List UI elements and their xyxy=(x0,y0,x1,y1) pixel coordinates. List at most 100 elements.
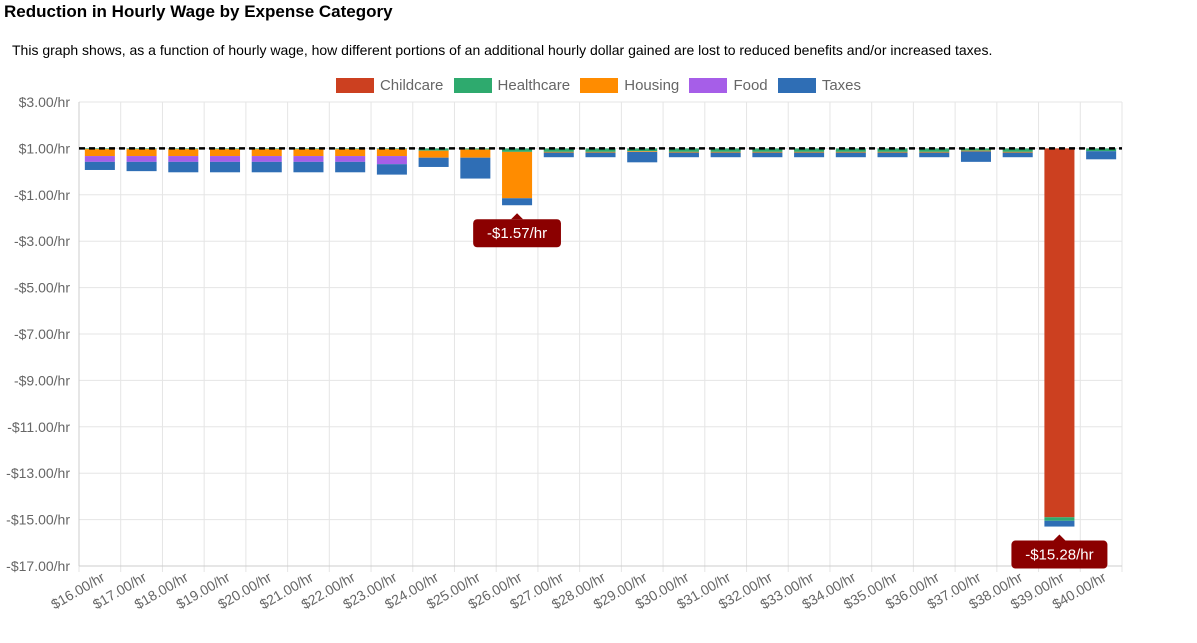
y-tick-label: -$13.00/hr xyxy=(6,465,70,481)
bar-housing[interactable] xyxy=(335,149,366,157)
bar-housing[interactable] xyxy=(585,151,616,153)
y-tick-label: $3.00/hr xyxy=(19,94,71,110)
bar-food[interactable] xyxy=(293,156,324,162)
y-tick-label: -$7.00/hr xyxy=(14,326,70,342)
bar-housing[interactable] xyxy=(376,149,407,157)
bar-taxes[interactable] xyxy=(752,152,783,158)
y-tick-label: $1.00/hr xyxy=(19,140,71,156)
bar-healthcare[interactable] xyxy=(1086,148,1117,152)
bar-housing[interactable] xyxy=(1002,151,1033,153)
bar-food[interactable] xyxy=(376,156,407,165)
bar-taxes[interactable] xyxy=(168,161,199,173)
bar-taxes[interactable] xyxy=(335,161,366,173)
bar-taxes[interactable] xyxy=(293,161,324,173)
bar-healthcare[interactable] xyxy=(251,148,282,150)
bar-housing[interactable] xyxy=(502,151,533,199)
legend-label: Taxes xyxy=(821,76,862,94)
bar-housing[interactable] xyxy=(710,151,741,153)
bar-housing[interactable] xyxy=(877,151,908,153)
bar-taxes[interactable] xyxy=(543,152,574,158)
bar-childcare[interactable] xyxy=(1044,148,1075,518)
bar-taxes[interactable] xyxy=(794,152,825,158)
bar-housing[interactable] xyxy=(126,149,157,157)
bar-housing[interactable] xyxy=(835,151,866,153)
bar-housing[interactable] xyxy=(251,149,282,157)
callout-box xyxy=(1011,540,1108,569)
bar-taxes[interactable] xyxy=(710,152,741,158)
bar-healthcare[interactable] xyxy=(460,148,491,150)
legend-label: Housing xyxy=(624,76,680,94)
bar-taxes[interactable] xyxy=(84,161,115,170)
bar-food[interactable] xyxy=(335,156,366,162)
bar-food[interactable] xyxy=(168,156,199,162)
bar-healthcare[interactable] xyxy=(502,148,533,152)
legend-label: Food xyxy=(733,76,768,94)
bar-taxes[interactable] xyxy=(877,152,908,158)
legend-item-healthcare[interactable]: Healthcare xyxy=(453,76,571,94)
bar-housing[interactable] xyxy=(293,149,324,157)
bar-taxes[interactable] xyxy=(919,152,950,158)
bar-housing[interactable] xyxy=(752,151,783,153)
legend-item-childcare[interactable]: Childcare xyxy=(335,76,444,94)
bar-healthcare[interactable] xyxy=(710,148,741,152)
bar-taxes[interactable] xyxy=(418,157,449,167)
bar-housing[interactable] xyxy=(84,149,115,157)
bar-taxes[interactable] xyxy=(1044,520,1075,527)
bar-healthcare[interactable] xyxy=(1002,148,1033,152)
bar-taxes[interactable] xyxy=(502,198,533,206)
bar-healthcare[interactable] xyxy=(543,148,574,152)
bar-healthcare[interactable] xyxy=(835,148,866,152)
chart-subtitle: This graph shows, as a function of hourl… xyxy=(12,42,993,58)
bar-healthcare[interactable] xyxy=(585,148,616,152)
y-tick-label: -$17.00/hr xyxy=(6,558,70,574)
bar-healthcare[interactable] xyxy=(960,148,991,151)
bar-taxes[interactable] xyxy=(960,151,991,162)
bar-food[interactable] xyxy=(251,156,282,162)
bar-food[interactable] xyxy=(84,156,115,162)
bar-housing[interactable] xyxy=(418,150,449,158)
bar-taxes[interactable] xyxy=(668,152,699,158)
bar-housing[interactable] xyxy=(210,149,241,157)
bar-healthcare[interactable] xyxy=(210,148,241,150)
bar-taxes[interactable] xyxy=(251,161,282,173)
bar-taxes[interactable] xyxy=(627,151,658,163)
bar-healthcare[interactable] xyxy=(752,148,783,152)
legend-item-food[interactable]: Food xyxy=(689,76,768,94)
bar-housing[interactable] xyxy=(919,151,950,153)
bar-housing[interactable] xyxy=(794,151,825,153)
legend-label: Healthcare xyxy=(497,76,571,94)
bar-taxes[interactable] xyxy=(126,161,157,172)
bar-food[interactable] xyxy=(126,156,157,162)
bar-taxes[interactable] xyxy=(835,152,866,158)
bar-housing[interactable] xyxy=(668,151,699,153)
bar-healthcare[interactable] xyxy=(1044,517,1075,521)
bar-taxes[interactable] xyxy=(585,152,616,158)
legend-label: Childcare xyxy=(379,76,444,94)
y-tick-label: -$3.00/hr xyxy=(14,233,70,249)
bar-taxes[interactable] xyxy=(1086,151,1117,160)
bar-healthcare[interactable] xyxy=(919,148,950,152)
bar-healthcare[interactable] xyxy=(794,148,825,152)
callout-pointer xyxy=(511,213,524,220)
bar-housing[interactable] xyxy=(960,150,991,152)
legend-item-taxes[interactable]: Taxes xyxy=(777,76,862,94)
bar-healthcare[interactable] xyxy=(627,148,658,152)
chart-title: Reduction in Hourly Wage by Expense Cate… xyxy=(4,2,393,21)
bar-housing[interactable] xyxy=(543,151,574,153)
bar-taxes[interactable] xyxy=(1002,152,1033,158)
legend-swatch xyxy=(453,77,492,93)
bar-taxes[interactable] xyxy=(210,161,241,173)
callout-box xyxy=(473,219,561,248)
bar-healthcare[interactable] xyxy=(877,148,908,152)
bar-housing[interactable] xyxy=(627,151,658,152)
y-tick-label: -$5.00/hr xyxy=(14,280,70,296)
bar-taxes[interactable] xyxy=(376,164,407,175)
bar-taxes[interactable] xyxy=(460,157,491,179)
bar-healthcare[interactable] xyxy=(293,148,324,150)
bar-food[interactable] xyxy=(210,156,241,162)
legend-item-housing[interactable]: Housing xyxy=(580,77,679,94)
bar-healthcare[interactable] xyxy=(668,148,699,152)
bar-housing[interactable] xyxy=(168,149,199,157)
bar-housing[interactable] xyxy=(460,149,491,158)
